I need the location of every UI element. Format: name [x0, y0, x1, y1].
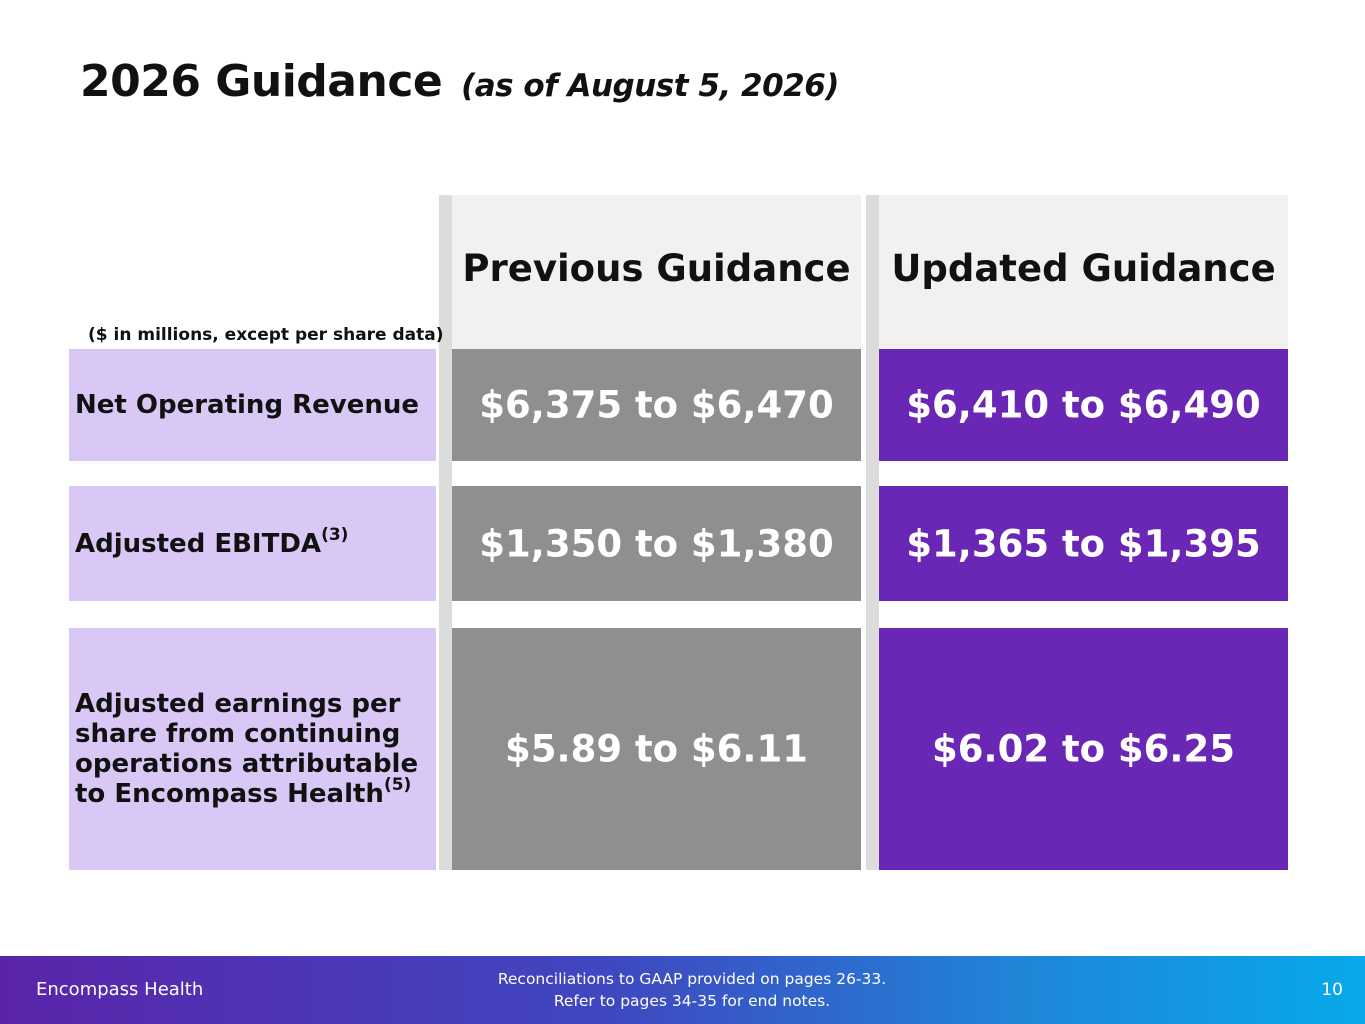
row-label-adjusted-ebitda: Adjusted EBITDA(3) — [69, 486, 436, 601]
row-label-text: Adjusted earnings per share from continu… — [75, 689, 419, 809]
title-subtitle: (as of August 5, 2026) — [461, 68, 839, 104]
footer-notes-line: Refer to pages 34-35 for end notes. — [553, 992, 831, 1010]
footnote-marker: (5) — [383, 775, 412, 795]
previous-value-adjusted-eps: $5.89 to $6.11 — [452, 628, 861, 870]
updated-guidance-header: Updated Guidance — [879, 195, 1288, 349]
updated-value-text: $6.02 to $6.25 — [932, 727, 1235, 771]
row-label-adjusted-eps: Adjusted earnings per share from continu… — [69, 628, 436, 870]
footnote-marker: (3) — [321, 524, 349, 545]
page-number: 10 — [1321, 980, 1343, 1000]
page-title: 2026 Guidance (as of August 5, 2026) — [80, 56, 839, 107]
units-note: ($ in millions, except per share data) — [88, 325, 444, 345]
updated-value-text: $6,410 to $6,490 — [906, 383, 1261, 427]
column-divider — [866, 195, 879, 870]
updated-guidance-header-label: Updated Guidance — [891, 247, 1276, 290]
updated-value-text: $1,365 to $1,395 — [906, 522, 1261, 565]
previous-value-adjusted-ebitda: $1,350 to $1,380 — [452, 486, 861, 601]
column-divider — [439, 195, 452, 870]
footer-notes: Reconciliations to GAAP provided on page… — [390, 968, 994, 1012]
footer-bar: Encompass Health Reconciliations to GAAP… — [0, 956, 1365, 1024]
row-label-text: Adjusted EBITDA — [75, 528, 322, 559]
previous-value-text: $1,350 to $1,380 — [479, 522, 834, 565]
previous-value-text: $5.89 to $6.11 — [505, 727, 808, 771]
row-label-text: Net Operating Revenue — [75, 390, 419, 420]
previous-value-text: $6,375 to $6,470 — [479, 383, 834, 427]
row-label-net-operating-revenue: Net Operating Revenue — [69, 349, 436, 461]
updated-value-adjusted-eps: $6.02 to $6.25 — [879, 628, 1288, 870]
previous-guidance-header: Previous Guidance — [452, 195, 861, 349]
title-main: 2026 Guidance — [80, 56, 443, 107]
updated-value-adjusted-ebitda: $1,365 to $1,395 — [879, 486, 1288, 601]
footer-notes-line: Reconciliations to GAAP provided on page… — [497, 970, 887, 988]
updated-value-net-operating-revenue: $6,410 to $6,490 — [879, 349, 1288, 461]
previous-value-net-operating-revenue: $6,375 to $6,470 — [452, 349, 861, 461]
previous-guidance-header-label: Previous Guidance — [462, 247, 851, 290]
footer-brand: Encompass Health — [36, 979, 204, 1000]
